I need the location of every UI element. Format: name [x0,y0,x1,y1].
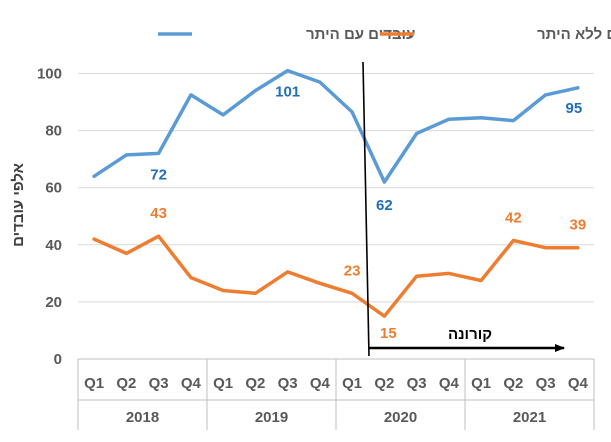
series-lines [92,68,580,318]
corona-vertical-line [362,61,370,357]
data-label: 101 [275,84,300,101]
data-label: 15 [380,325,397,342]
year-label: 2018 [126,409,159,426]
year-label: 2021 [513,409,546,426]
data-label: 62 [376,197,393,214]
x-tick-label: Q4 [181,375,202,392]
gridlines [78,73,594,303]
series-line [92,234,580,318]
series-line [92,68,580,184]
x-tick-label: Q1 [213,375,233,392]
data-label: 43 [150,205,167,222]
y-tick-label: 40 [45,237,62,254]
y-tick-label: 0 [54,351,62,368]
x-tick-label: Q3 [149,375,169,392]
data-label: 23 [344,262,361,279]
x-tick-label: Q4 [439,375,460,392]
x-tick-label: Q3 [407,375,427,392]
corona-annotation: קורונה [362,61,565,357]
corona-label: קורונה [448,326,492,343]
x-tick-label: Q1 [84,375,104,392]
legend: עובדים עם היתר עובדים ללא היתר [158,26,611,43]
x-tick-label: Q2 [116,375,136,392]
x-tick-label: Q1 [471,375,491,392]
y-axis: 0 20 40 60 80 100 [37,66,62,369]
x-tick-label: Q3 [278,375,298,392]
data-labels: 72 101 62 95 43 23 15 42 39 [150,84,586,343]
x-axis: Q1 Q2 Q3 Q4 Q1 Q2 Q3 Q4 Q1 Q2 Q3 Q4 Q1 Q2 Q3 Q4 2018 2019… [77,358,595,430]
y-tick-label: 80 [45,123,62,140]
data-label: 42 [505,210,522,227]
year-label: 2019 [255,409,288,426]
x-tick-label: Q2 [245,375,265,392]
data-label: 39 [570,217,587,234]
y-axis-label: אלפי עובדים [10,163,27,247]
legend-label: עובדים ללא היתר [537,26,611,43]
legend-label: עובדים עם היתר [306,26,415,43]
y-tick-label: 100 [37,66,62,83]
y-tick-label: 60 [45,180,62,197]
y-tick-label: 20 [45,294,62,311]
x-tick-label: Q3 [536,375,556,392]
year-label: 2020 [384,409,417,426]
x-tick-label: Q4 [310,375,331,392]
x-tick-label: Q2 [503,375,523,392]
x-tick-label: Q4 [568,375,589,392]
data-label: 72 [150,166,167,183]
data-label: 95 [566,100,583,117]
x-tick-label: Q1 [342,375,362,392]
x-tick-label: Q2 [374,375,394,392]
